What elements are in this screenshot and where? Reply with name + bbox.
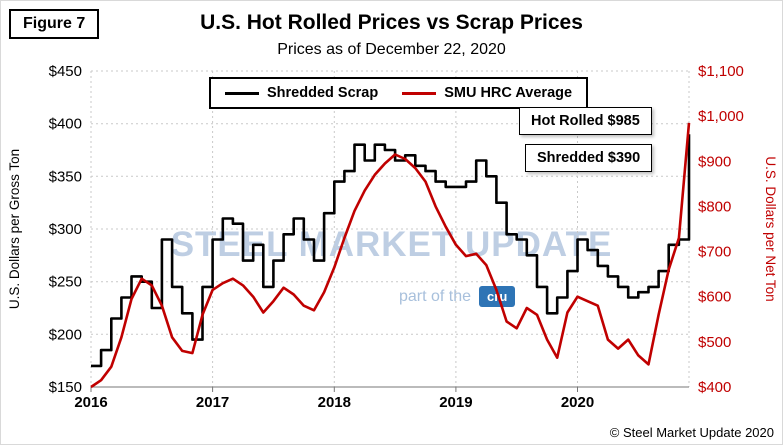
chart-subtitle: Prices as of December 22, 2020 (277, 41, 506, 58)
cru-logo: cru (479, 286, 516, 307)
svg-text:$800: $800 (698, 198, 731, 215)
svg-text:2020: 2020 (561, 394, 594, 411)
svg-text:$1,000: $1,000 (698, 108, 744, 125)
svg-text:U.S. Dollars per Gross Ton: U.S. Dollars per Gross Ton (7, 149, 22, 309)
svg-text:2017: 2017 (196, 394, 229, 411)
shredded-line-swatch-icon (225, 91, 259, 95)
svg-text:$600: $600 (698, 289, 731, 306)
copyright: © Steel Market Update 2020 (609, 425, 774, 440)
annotation-shredded: Shredded $390 (525, 144, 653, 172)
svg-text:$400: $400 (698, 379, 731, 396)
svg-text:$300: $300 (49, 221, 82, 238)
legend-label-shredded: Shredded Scrap (267, 85, 379, 101)
hrc-line-swatch-icon (402, 91, 437, 95)
svg-text:2018: 2018 (318, 394, 351, 411)
svg-text:$150: $150 (49, 379, 82, 396)
svg-text:$500: $500 (698, 334, 731, 351)
svg-text:2016: 2016 (74, 394, 107, 411)
figure-label: Figure 7 (9, 9, 100, 39)
svg-text:$700: $700 (698, 244, 731, 261)
svg-text:$200: $200 (49, 326, 82, 343)
svg-text:$400: $400 (49, 116, 82, 133)
legend-item-hrc: SMU HRC Average (402, 85, 572, 101)
svg-text:$1,100: $1,100 (698, 63, 744, 80)
svg-text:$450: $450 (49, 63, 82, 80)
annotation-hot-rolled: Hot Rolled $985 (519, 107, 652, 135)
legend-label-hrc: SMU HRC Average (444, 85, 573, 101)
svg-text:$900: $900 (698, 153, 731, 170)
svg-text:$250: $250 (49, 274, 82, 291)
legend-item-shredded: Shredded Scrap (225, 85, 378, 101)
svg-text:2019: 2019 (439, 394, 472, 411)
svg-text:$350: $350 (49, 168, 82, 185)
page-title: U.S. Hot Rolled Prices vs Scrap Prices (200, 11, 583, 34)
svg-text:U.S. Dollars per Net Ton: U.S. Dollars per Net Ton (763, 156, 778, 301)
watermark-part-text: part of the (399, 287, 472, 305)
watermark-tagline: part of the cru (399, 286, 516, 307)
legend: Shredded Scrap SMU HRC Average (209, 77, 589, 109)
